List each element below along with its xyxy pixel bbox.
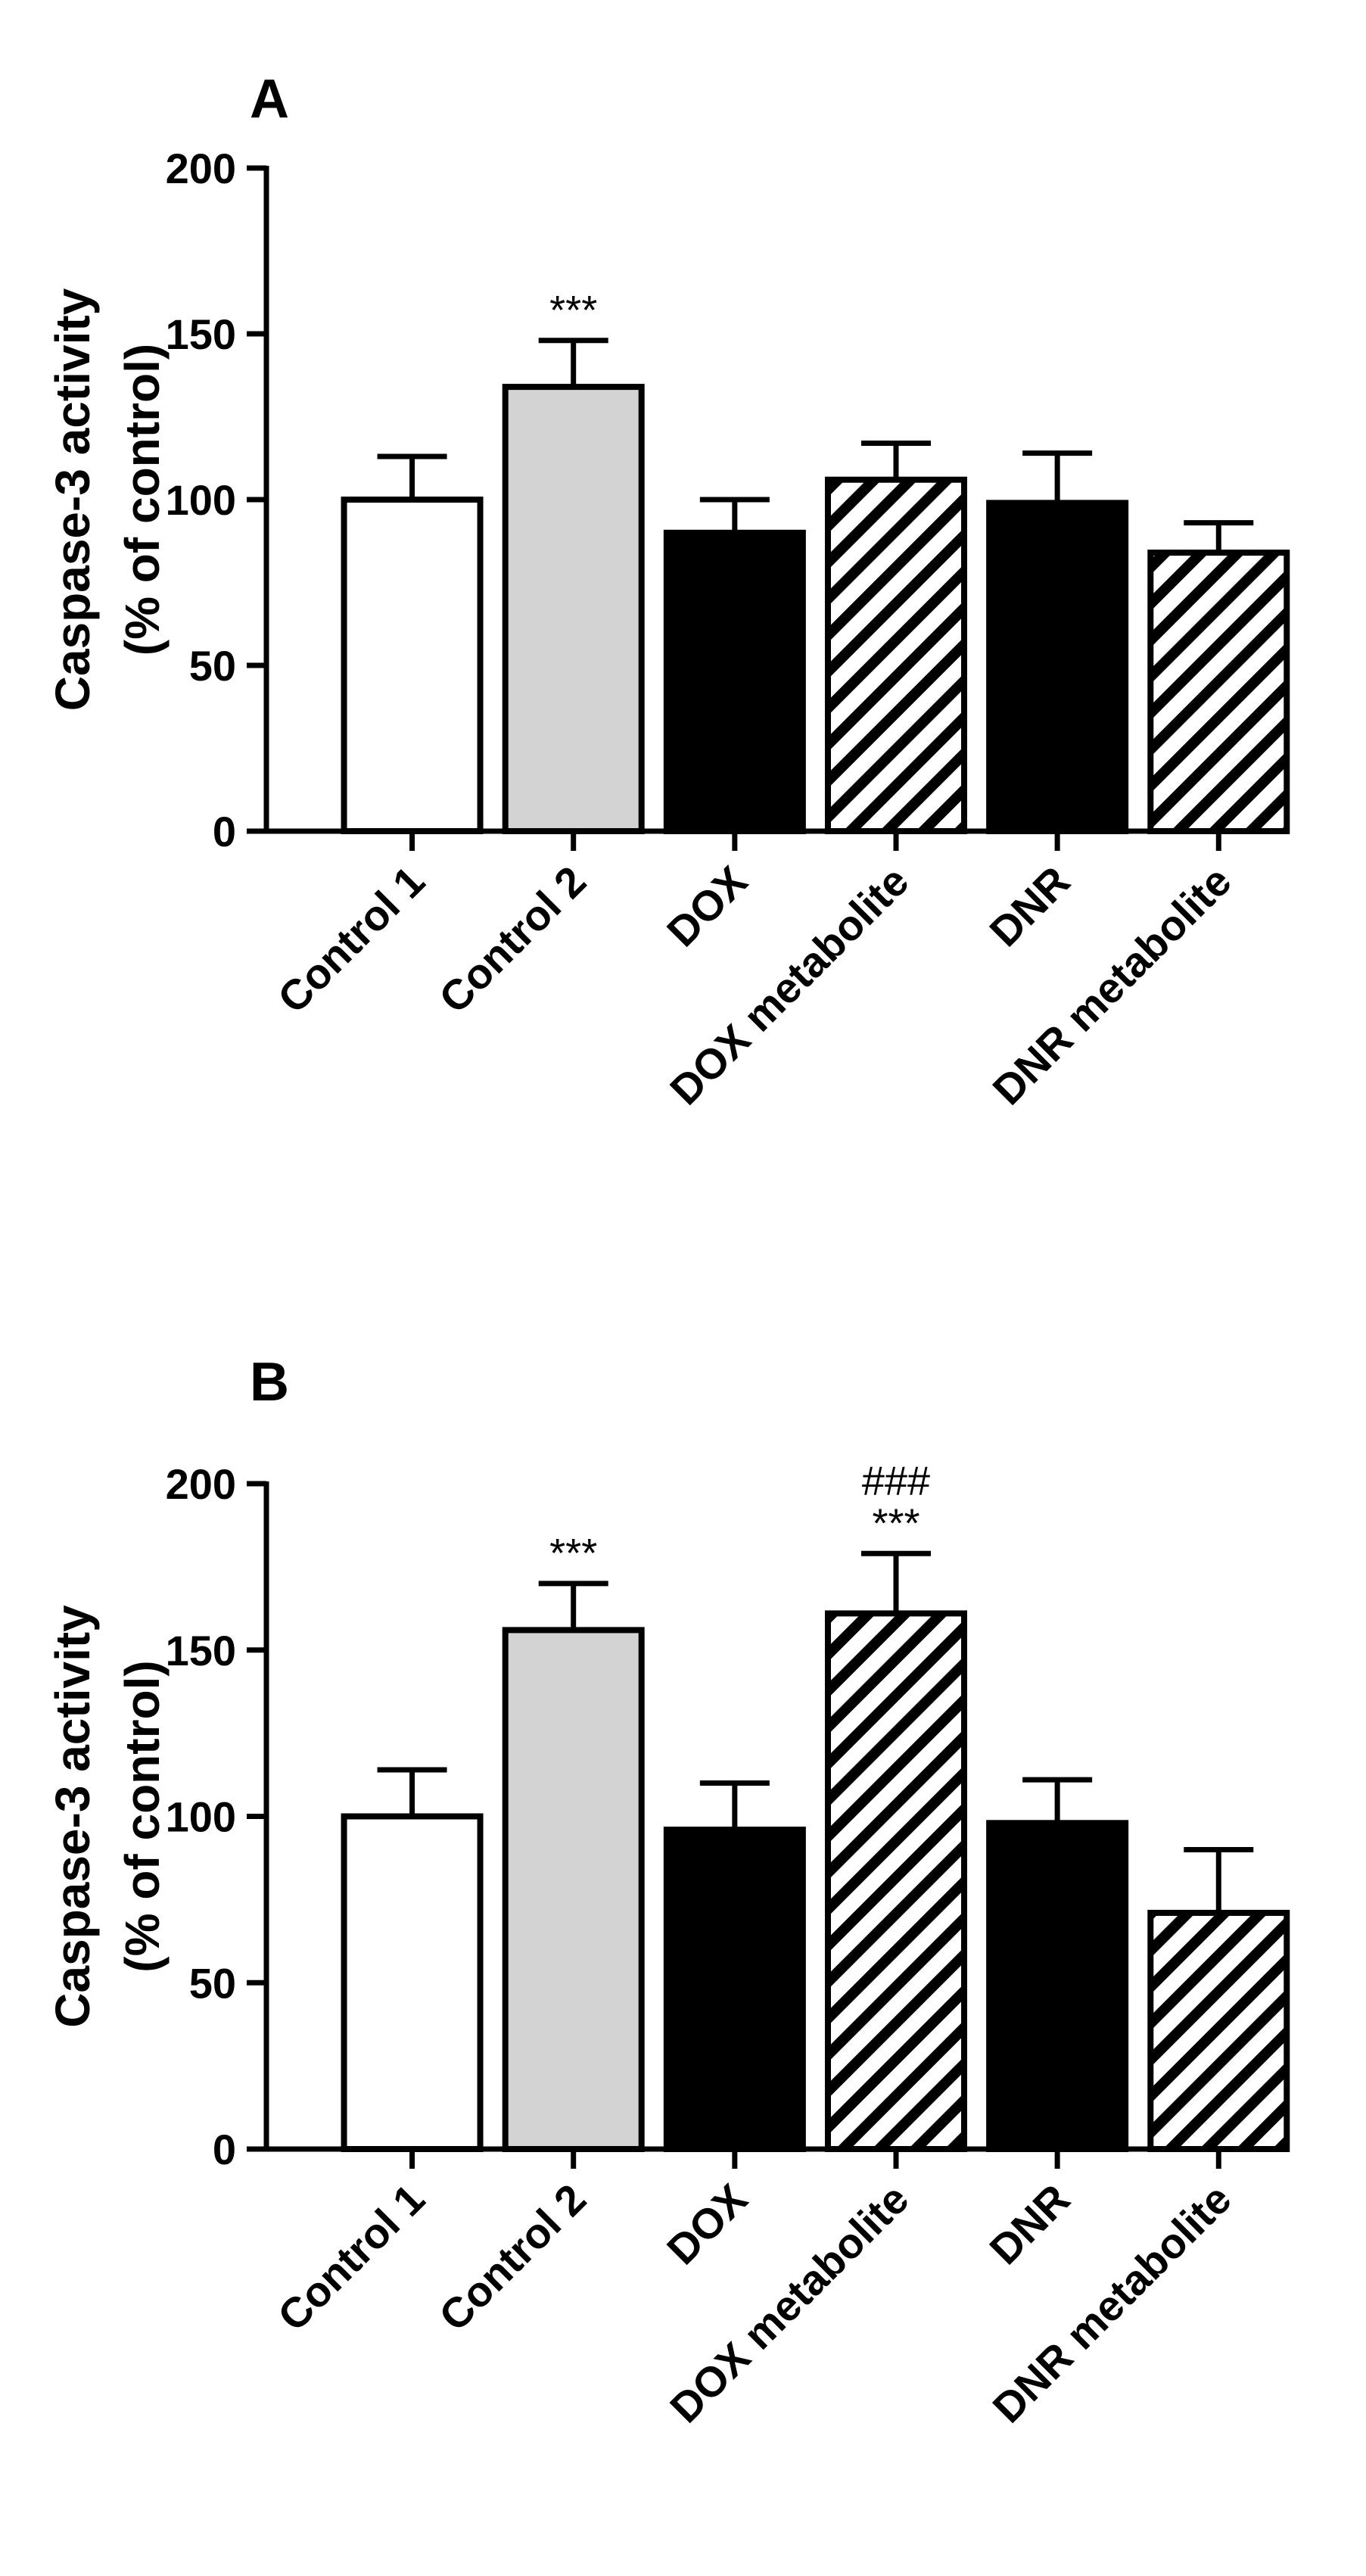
y-tick-label: 0 [213,808,236,855]
y-axis-label: Caspase-3 activity [45,288,100,711]
y-tick-label: 200 [166,145,236,192]
significance-marker: *** [549,1531,597,1576]
y-axis-label-unit: (% of control) [115,344,170,656]
panel-letter: A [250,69,289,129]
panel-b: B Caspase-3 activity (% of control) 0 50 100 1… [45,1352,1290,2431]
bar [986,1820,1129,2153]
y-axis-label-unit: (% of control) [115,1660,170,1972]
bar [502,384,645,834]
y-tick-label: 150 [166,310,236,358]
x-tick-label: DOX [658,857,756,955]
bar [1147,550,1290,835]
significance-marker: *** [872,1500,919,1546]
bar [663,529,806,834]
y-tick-label: 0 [213,2126,236,2173]
x-tick-label: DNR [980,2175,1078,2273]
x-tick-label: Control 2 [430,857,595,1022]
bar [986,500,1129,834]
y-tick-label: 150 [166,1627,236,1674]
significance-marker: *** [549,288,597,333]
x-tick-label: DNR [980,857,1078,955]
panel-a: A Caspase-3 activity (% of control) 0 50 100 1… [45,69,1290,1114]
bar [502,1627,645,2152]
y-tick-label: 50 [189,642,236,690]
bar [341,497,484,834]
bar [824,476,967,834]
bar [341,1813,484,2152]
x-tick-label: Control 1 [269,2175,434,2340]
y-tick-label: 50 [189,1959,236,2007]
bar [663,1827,806,2153]
y-tick-label: 100 [166,1793,236,1841]
x-tick-label: DOX [658,2175,756,2273]
bar [1147,1909,1290,2153]
panel-letter: B [250,1352,289,1413]
x-tick-label: Control 1 [269,857,434,1022]
significance-marker: ### [862,1458,930,1503]
y-tick-label: 200 [166,1460,236,1508]
y-axis-label: Caspase-3 activity [45,1605,100,2028]
bar [824,1610,967,2152]
x-tick-label: Control 2 [430,2175,595,2340]
y-tick-label: 100 [166,476,236,524]
